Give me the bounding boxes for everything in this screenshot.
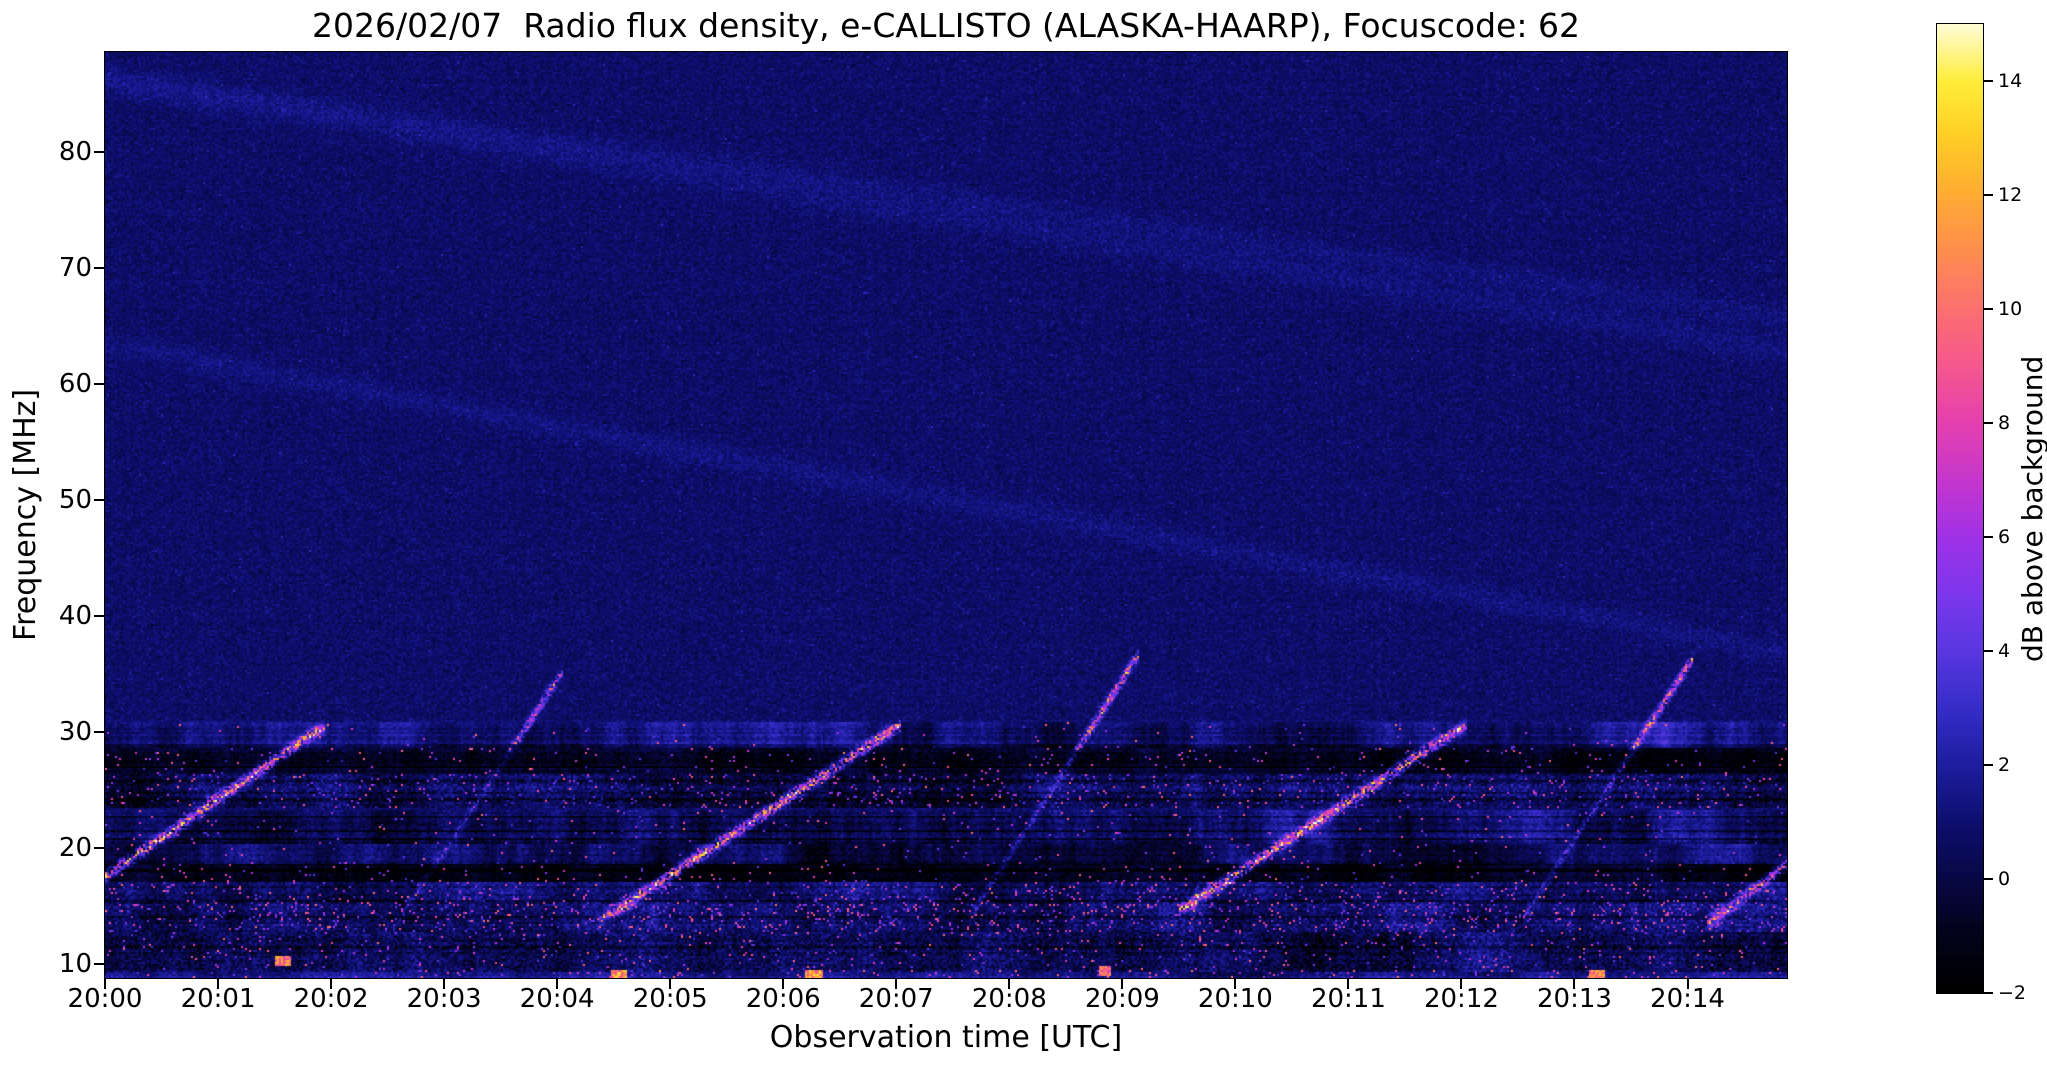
y-tick-mark	[94, 963, 104, 966]
x-tick-mark	[782, 979, 785, 989]
colorbar-tick-label: 14	[1998, 70, 2023, 92]
spectrogram-canvas	[105, 52, 1787, 978]
x-tick-mark	[895, 979, 898, 989]
colorbar-tick-label: 6	[1998, 526, 2011, 548]
y-tick-label: 20	[58, 833, 92, 864]
colorbar-tick-mark	[1984, 650, 1993, 652]
y-tick-mark	[94, 150, 104, 153]
y-tick-label: 30	[58, 716, 92, 747]
colorbar-tick-label: 8	[1998, 412, 2011, 434]
y-tick-label: 10	[58, 949, 92, 980]
x-tick-label: 20:13	[1537, 984, 1612, 1014]
x-tick-label: 20:02	[293, 984, 369, 1014]
y-tick-label: 80	[58, 136, 92, 167]
x-tick-label: 20:09	[1084, 984, 1160, 1014]
x-tick-mark	[1347, 979, 1350, 989]
y-tick-label: 50	[58, 484, 92, 515]
y-tick-mark	[94, 847, 104, 850]
x-tick-mark	[1573, 979, 1576, 989]
chart-title: 2026/02/07 Radio flux density, e-CALLIST…	[312, 6, 1580, 45]
x-tick-label: 20:11	[1310, 984, 1386, 1014]
x-tick-mark	[1686, 979, 1689, 989]
x-tick-label: 20:06	[745, 984, 821, 1014]
x-tick-mark	[443, 979, 446, 989]
x-tick-label: 20:07	[858, 984, 934, 1014]
x-tick-label: 20:12	[1423, 984, 1499, 1014]
colorbar-tick-mark	[1984, 80, 1993, 82]
x-tick-label: 20:03	[406, 984, 482, 1014]
colorbar-tick-label: 4	[1998, 640, 2011, 662]
x-tick-label: 20:10	[1197, 984, 1273, 1014]
colorbar-tick-label: 10	[1998, 298, 2023, 320]
x-tick-label: 20:05	[632, 984, 708, 1014]
x-tick-mark	[104, 979, 106, 989]
colorbar-gradient	[1937, 24, 1983, 993]
y-tick-mark	[94, 382, 104, 385]
colorbar-tick-label: 2	[1998, 754, 2011, 776]
x-tick-label: 20:04	[519, 984, 595, 1014]
colorbar-tick-label: 12	[1998, 184, 2023, 206]
x-tick-mark	[1234, 979, 1237, 989]
x-tick-mark	[669, 979, 672, 989]
x-tick-mark	[556, 979, 559, 989]
colorbar-label: dB above background	[2016, 355, 2047, 662]
colorbar-tick-label: −2	[1998, 982, 2027, 1004]
colorbar-tick-mark	[1984, 878, 1993, 880]
x-tick-mark	[330, 979, 333, 989]
y-tick-label: 70	[58, 252, 92, 283]
colorbar-tick-mark	[1984, 308, 1993, 310]
x-tick-label: 20:01	[180, 984, 256, 1014]
colorbar-tick-mark	[1984, 194, 1993, 196]
colorbar-tick-mark	[1984, 764, 1993, 766]
colorbar-tick-mark	[1984, 422, 1993, 424]
x-tick-mark	[1008, 979, 1011, 989]
y-tick-mark	[94, 614, 104, 617]
x-tick-mark	[1460, 979, 1463, 989]
y-tick-label: 60	[58, 368, 92, 399]
colorbar-tick-mark	[1984, 536, 1993, 538]
x-tick-label: 20:00	[67, 984, 143, 1014]
x-tick-label: 20:14	[1650, 984, 1725, 1014]
x-axis-label: Observation time [UTC]	[769, 1020, 1123, 1055]
colorbar-tick-label: 0	[1998, 868, 2011, 890]
x-tick-mark	[1121, 979, 1124, 989]
y-tick-mark	[94, 498, 104, 501]
colorbar-tick-mark	[1984, 992, 1993, 994]
spectrogram-plot	[104, 51, 1788, 979]
colorbar	[1936, 23, 1984, 994]
y-tick-label: 40	[58, 600, 92, 631]
x-tick-mark	[217, 979, 220, 989]
y-tick-mark	[94, 266, 104, 269]
x-tick-label: 20:08	[971, 984, 1047, 1014]
y-tick-mark	[94, 730, 104, 733]
